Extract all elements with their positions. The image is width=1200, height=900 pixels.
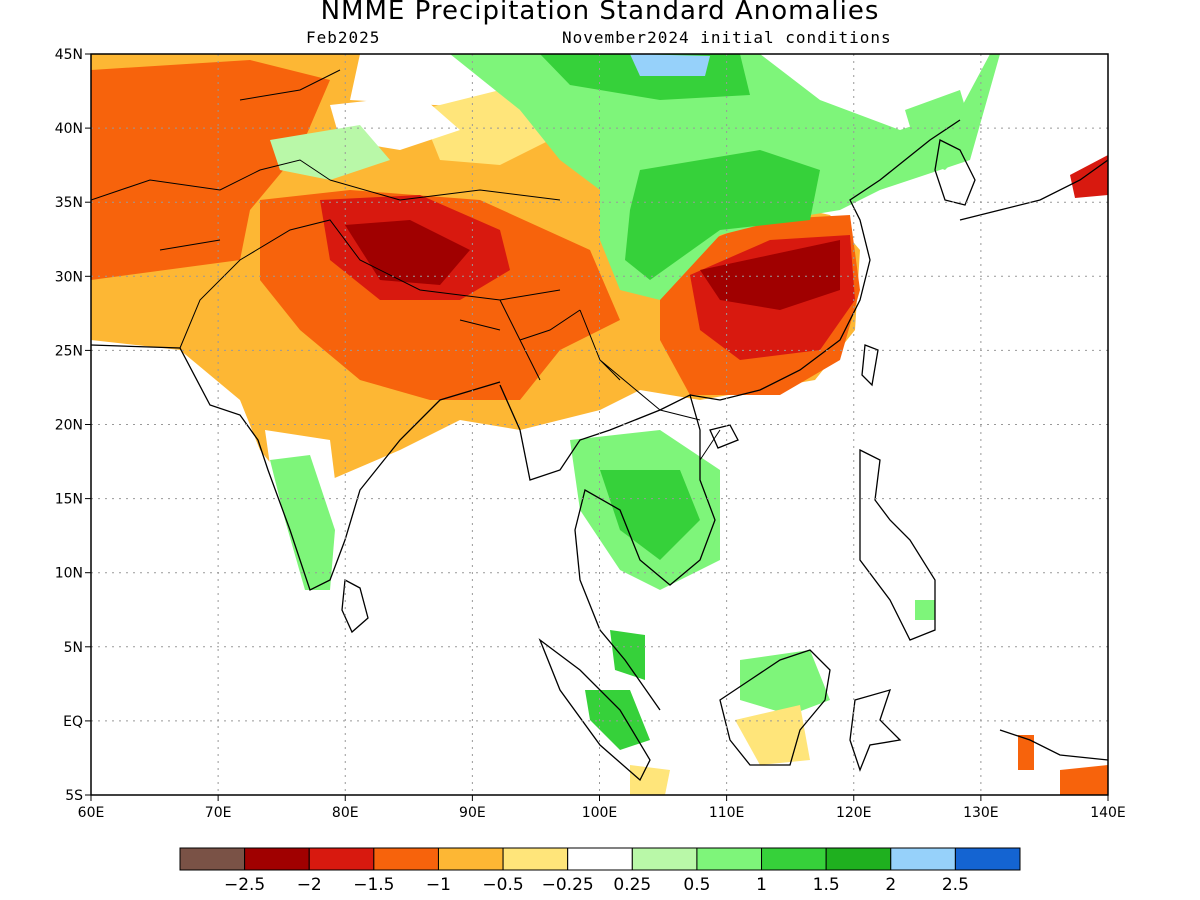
dry-japan <box>1070 155 1108 198</box>
colorbar-label: 2.5 <box>942 875 969 895</box>
taiwan-outline <box>861 344 879 387</box>
wet-borneo <box>740 650 830 715</box>
colorbar-label: −0.5 <box>482 875 523 895</box>
extreme-dry-china <box>700 240 840 310</box>
initial-conditions-label: November2024 initial conditions <box>562 28 892 47</box>
colorbar-label: −2.5 <box>224 875 265 895</box>
extreme-dry-tibet <box>345 220 470 285</box>
anomaly-shading <box>91 54 1108 795</box>
x-tick-label: 110E <box>709 805 745 821</box>
colorbar-swatch <box>890 847 956 871</box>
borneo-outline <box>719 649 831 766</box>
y-tick-label: EQ <box>63 714 83 730</box>
x-tick-label: 120E <box>836 805 872 821</box>
colorbar-swatch <box>567 847 633 871</box>
slight-dry-spots <box>420 90 550 165</box>
colorbar-swatch <box>308 847 375 871</box>
wet-philippines <box>915 600 935 620</box>
map-title: NMME Precipitation Standard Anomalies <box>320 0 880 26</box>
colorbar-label: 1.5 <box>813 875 840 895</box>
x-tick-label: 80E <box>332 805 359 821</box>
wet-sumatra <box>585 690 650 750</box>
longitude-axis: 60E 70E 80E 90E 100E 110E 120E 130E 140E <box>78 795 1126 821</box>
x-tick-label: 130E <box>963 805 999 821</box>
india-coastline <box>91 344 501 591</box>
x-tick-label: 90E <box>459 805 486 821</box>
colorbar: −2.5 −2 −1.5 −1 −0.5 −0.25 0.25 0.5 1 1.5 2 2.5 <box>179 847 1021 895</box>
japan-outline <box>959 159 1108 221</box>
colorbar-label: −0.25 <box>542 875 594 895</box>
y-tick-label: 25N <box>55 343 83 359</box>
colorbar-swatch <box>502 847 569 871</box>
wet-malaya <box>610 630 645 680</box>
philippines-outline <box>859 448 936 641</box>
x-tick-label: 60E <box>78 805 105 821</box>
x-tick-label: 70E <box>205 805 232 821</box>
colorbar-label: 2 <box>885 875 896 895</box>
hainan-outline <box>709 424 739 449</box>
sri-lanka-outline <box>341 578 369 634</box>
colorbar-label: 0.25 <box>613 875 651 895</box>
target-month-label: Feb2025 <box>306 28 381 47</box>
coastlines <box>91 69 1108 782</box>
korea-outline <box>934 139 976 206</box>
wet-indochina-core <box>600 470 700 560</box>
moderate-dry-west <box>91 60 330 280</box>
new-guinea-outline <box>999 729 1108 761</box>
dry-new-guinea <box>1060 765 1108 795</box>
colorbar-swatch <box>244 847 310 871</box>
colorbar-swatch <box>825 847 892 871</box>
y-tick-label: 5N <box>64 640 83 656</box>
dry-borneo <box>735 705 810 765</box>
colorbar-swatch <box>954 847 1021 871</box>
colorbar-swatch <box>761 847 827 871</box>
sumatra-outline <box>538 638 651 782</box>
y-tick-label: 5S <box>65 788 83 804</box>
y-tick-label: 15N <box>55 492 83 508</box>
dry-java <box>630 765 670 795</box>
gridlines <box>91 54 1108 795</box>
colorbar-label: −1.5 <box>353 875 394 895</box>
china-coastline <box>689 119 961 401</box>
colorbar-swatch <box>179 847 246 871</box>
very-wet-mongolia <box>630 54 710 76</box>
country-borders <box>91 69 721 461</box>
colorbar-swatch <box>437 847 504 871</box>
wet-india-sw <box>270 455 335 590</box>
colorbar-label: −2 <box>297 875 322 895</box>
colorbar-label: −1 <box>426 875 451 895</box>
y-tick-label: 10N <box>55 566 83 582</box>
y-tick-label: 30N <box>55 269 83 285</box>
light-wet-kazakh <box>270 125 390 180</box>
sulawesi-outline <box>849 689 902 772</box>
wet-korea <box>905 90 975 170</box>
y-tick-label: 35N <box>55 195 83 211</box>
colorbar-label: 0.5 <box>683 875 710 895</box>
wet-central-china <box>625 150 820 280</box>
colorbar-swatch <box>631 847 698 871</box>
latitude-axis: 45N 40N 35N 30N 25N 20N 15N 10N 5N EQ 5S <box>55 47 91 804</box>
y-tick-label: 45N <box>55 47 83 63</box>
colorbar-label: 1 <box>756 875 767 895</box>
colorbar-swatch <box>696 847 763 871</box>
x-tick-label: 100E <box>582 805 618 821</box>
dry-new-guinea-west <box>1018 735 1034 770</box>
colorbar-swatch <box>373 847 439 871</box>
x-tick-label: 140E <box>1090 805 1126 821</box>
indochina-coastline <box>499 384 716 711</box>
y-tick-label: 20N <box>55 418 83 434</box>
y-tick-label: 40N <box>55 121 83 137</box>
